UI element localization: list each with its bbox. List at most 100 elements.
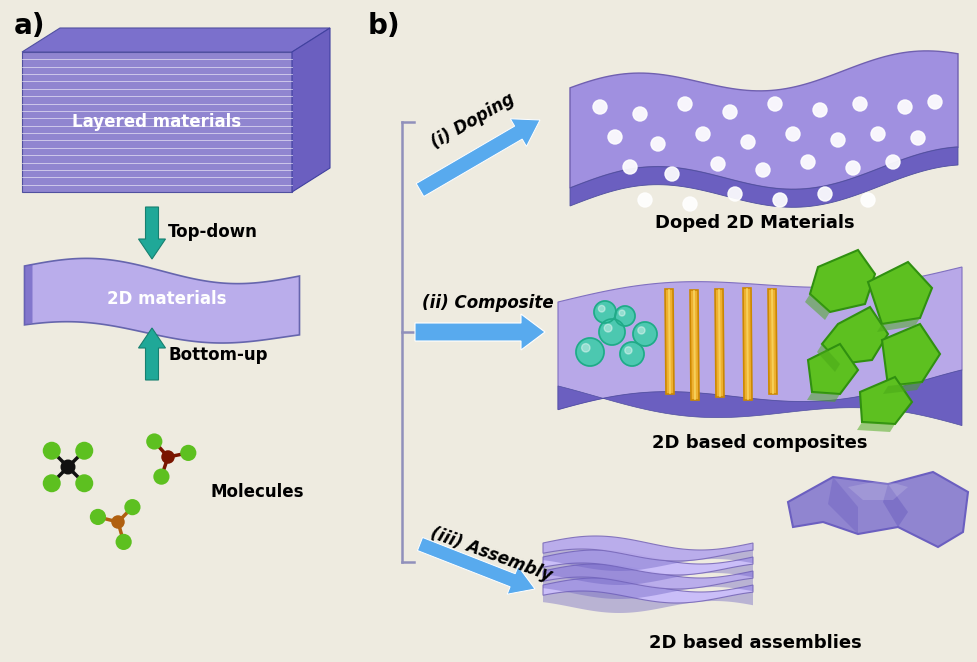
Circle shape	[845, 161, 859, 175]
Circle shape	[75, 474, 93, 493]
Polygon shape	[847, 480, 907, 500]
Polygon shape	[868, 262, 931, 324]
Circle shape	[619, 342, 643, 366]
Circle shape	[727, 187, 742, 201]
Circle shape	[772, 193, 786, 207]
Polygon shape	[24, 258, 299, 343]
Circle shape	[817, 187, 831, 201]
Polygon shape	[882, 382, 921, 394]
Circle shape	[61, 459, 75, 475]
Text: Molecules: Molecules	[210, 483, 303, 501]
Polygon shape	[807, 344, 857, 394]
Text: a): a)	[14, 12, 46, 40]
Text: 2D based assemblies: 2D based assemblies	[648, 634, 861, 652]
Circle shape	[180, 445, 196, 461]
Circle shape	[852, 97, 867, 111]
Polygon shape	[570, 147, 957, 207]
Polygon shape	[542, 577, 752, 599]
Circle shape	[592, 100, 607, 114]
Circle shape	[598, 305, 605, 312]
Polygon shape	[558, 370, 961, 426]
Polygon shape	[542, 563, 752, 585]
Polygon shape	[542, 564, 752, 589]
Circle shape	[604, 324, 612, 332]
Polygon shape	[693, 290, 696, 400]
Polygon shape	[717, 289, 720, 397]
Circle shape	[115, 534, 132, 550]
Polygon shape	[856, 422, 894, 432]
Circle shape	[677, 97, 692, 111]
Polygon shape	[292, 28, 329, 192]
Polygon shape	[714, 289, 723, 397]
Polygon shape	[881, 324, 939, 386]
Polygon shape	[859, 377, 912, 424]
FancyArrow shape	[414, 314, 544, 350]
Polygon shape	[21, 28, 329, 52]
Circle shape	[710, 157, 724, 171]
FancyArrow shape	[417, 538, 534, 594]
FancyArrow shape	[416, 118, 539, 197]
Circle shape	[622, 160, 636, 174]
Circle shape	[615, 306, 634, 326]
Polygon shape	[542, 549, 752, 571]
Circle shape	[786, 127, 799, 141]
Circle shape	[800, 155, 814, 169]
Circle shape	[161, 450, 175, 464]
Text: Bottom-up: Bottom-up	[168, 346, 268, 364]
Circle shape	[812, 103, 827, 117]
Circle shape	[897, 100, 912, 114]
Circle shape	[632, 322, 657, 346]
Circle shape	[830, 133, 844, 147]
Circle shape	[871, 127, 884, 141]
Circle shape	[927, 95, 941, 109]
Circle shape	[664, 167, 678, 181]
Polygon shape	[542, 578, 752, 603]
Polygon shape	[542, 536, 752, 561]
Circle shape	[637, 193, 652, 207]
Circle shape	[696, 127, 709, 141]
Text: (iii) Assembly: (iii) Assembly	[428, 524, 554, 585]
Text: (ii) Composite: (ii) Composite	[421, 294, 553, 312]
Circle shape	[910, 131, 924, 145]
Text: Doped 2D Materials: Doped 2D Materials	[655, 214, 854, 232]
Circle shape	[75, 442, 93, 459]
Text: (i) Doping: (i) Doping	[428, 90, 517, 152]
Polygon shape	[664, 289, 673, 394]
Circle shape	[651, 137, 664, 151]
Circle shape	[593, 301, 616, 323]
Polygon shape	[542, 591, 752, 613]
Polygon shape	[743, 288, 751, 400]
Polygon shape	[828, 477, 857, 534]
Circle shape	[682, 197, 697, 211]
Circle shape	[767, 97, 782, 111]
Polygon shape	[767, 289, 776, 394]
Circle shape	[124, 499, 141, 515]
Circle shape	[741, 135, 754, 149]
Circle shape	[608, 130, 621, 144]
Circle shape	[90, 509, 106, 525]
Circle shape	[624, 347, 631, 354]
Circle shape	[722, 105, 737, 119]
Polygon shape	[809, 250, 874, 312]
Text: Top-down: Top-down	[168, 223, 258, 241]
Circle shape	[146, 434, 162, 449]
Polygon shape	[667, 289, 670, 394]
Polygon shape	[690, 290, 699, 400]
Polygon shape	[806, 392, 839, 402]
Polygon shape	[24, 264, 32, 325]
Circle shape	[575, 338, 604, 366]
Text: Layered materials: Layered materials	[72, 113, 241, 131]
Polygon shape	[882, 484, 907, 527]
Polygon shape	[558, 267, 961, 410]
Circle shape	[581, 344, 589, 352]
Circle shape	[632, 107, 647, 121]
Text: 2D based composites: 2D based composites	[652, 434, 867, 452]
Polygon shape	[787, 472, 967, 547]
Polygon shape	[821, 307, 887, 364]
Polygon shape	[745, 288, 748, 400]
Circle shape	[153, 469, 169, 485]
Polygon shape	[876, 318, 919, 332]
Circle shape	[43, 442, 61, 459]
Polygon shape	[21, 52, 292, 192]
Polygon shape	[570, 51, 957, 189]
